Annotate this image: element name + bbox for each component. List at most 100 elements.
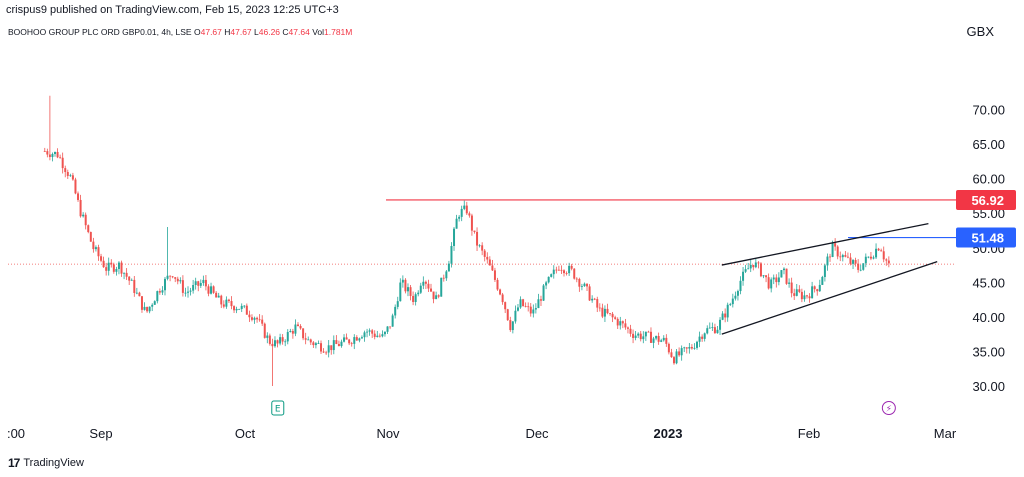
candle: [322, 348, 325, 354]
candle: [337, 340, 340, 347]
y-tick-label: 40.00: [972, 310, 1005, 325]
candle: [92, 237, 95, 253]
candle: [580, 283, 583, 291]
candle: [307, 336, 310, 341]
y-axis[interactable]: 30.0035.0040.0045.0050.0055.0060.0065.00…: [956, 103, 1016, 394]
candle: [616, 317, 619, 330]
candle: [263, 322, 266, 339]
candle: [803, 290, 806, 302]
x-tick-label: 2023: [654, 426, 683, 441]
dividend-flash-icon[interactable]: ⚡: [881, 401, 896, 415]
candle: [629, 324, 632, 337]
candle: [133, 275, 136, 297]
candle: [578, 277, 581, 292]
candle: [762, 275, 765, 279]
candle: [542, 284, 545, 301]
candle: [829, 253, 832, 262]
candle: [532, 304, 535, 318]
candle: [189, 287, 192, 296]
earnings-marker-icon[interactable]: E: [271, 400, 285, 416]
candle: [256, 316, 259, 323]
candle: [736, 289, 739, 301]
candle: [430, 283, 433, 293]
footer: 17 TradingView: [8, 456, 84, 470]
candle: [363, 330, 366, 342]
candle: [724, 308, 727, 323]
candle: [767, 273, 770, 290]
candle: [624, 318, 627, 330]
symbol-name: BOOHOO GROUP PLC ORD GBP0.01, 4h, LSE: [8, 27, 192, 37]
currency-label: GBX: [966, 24, 994, 39]
upper-wedge-trendline[interactable]: [721, 222, 929, 266]
candle: [273, 336, 276, 348]
candle: [348, 338, 351, 346]
candle: [757, 261, 760, 269]
x-axis[interactable]: :00 Sep Oct Nov Dec 2023 Feb Mar: [7, 426, 957, 441]
candle: [69, 173, 72, 177]
candle: [202, 275, 205, 286]
y-tick-label: 45.00: [972, 275, 1005, 290]
candle: [524, 302, 527, 308]
candle: [639, 330, 642, 342]
candle: [435, 291, 438, 300]
candle: [100, 253, 103, 263]
candle: [220, 294, 223, 309]
candle: [468, 211, 471, 218]
lower-wedge-trendline[interactable]: [721, 260, 938, 335]
candle: [358, 337, 361, 343]
candle: [672, 355, 675, 365]
candle: [414, 292, 417, 306]
candle: [261, 315, 264, 326]
y-tick-label: 70.00: [972, 103, 1005, 118]
candle: [626, 326, 629, 334]
candle: [59, 154, 62, 159]
candle: [491, 259, 494, 271]
candle: [557, 265, 560, 271]
candle: [148, 306, 151, 314]
candle: [539, 295, 542, 307]
ohlc-value: 1.781M: [324, 27, 353, 37]
candle: [759, 262, 762, 278]
candle: [391, 313, 394, 327]
candle: [166, 227, 169, 281]
candle: [770, 277, 773, 293]
candle: [719, 317, 722, 336]
candle: [637, 332, 640, 339]
candle: [867, 256, 870, 259]
candle: [217, 292, 220, 298]
candle: [685, 347, 688, 354]
candle: [156, 290, 159, 304]
candle: [77, 191, 80, 202]
candle: [586, 283, 589, 291]
candle: [875, 243, 878, 259]
candle: [163, 276, 166, 296]
candle: [826, 253, 829, 271]
y-tick-label: 35.00: [972, 344, 1005, 359]
candle: [522, 298, 525, 307]
candle: [330, 345, 333, 355]
candle: [176, 276, 179, 285]
ohlc-label: C: [280, 27, 289, 37]
candle: [506, 308, 509, 321]
candle: [97, 244, 100, 261]
x-tick-label: Nov: [376, 426, 400, 441]
candle: [230, 296, 233, 310]
candle: [225, 296, 228, 309]
candle: [504, 301, 507, 314]
candle: [386, 326, 389, 334]
candle: [660, 338, 663, 343]
candle: [445, 270, 448, 281]
trendlines: [721, 222, 938, 335]
candle: [823, 263, 826, 282]
candle: [169, 275, 172, 282]
candle: [296, 322, 299, 327]
candle: [680, 345, 683, 361]
candle: [852, 258, 855, 269]
candle: [56, 148, 59, 159]
candle: [734, 291, 737, 301]
candle: [603, 305, 606, 322]
ohlc-label: Vol: [309, 27, 325, 37]
candle: [447, 260, 450, 272]
candle: [706, 325, 709, 335]
